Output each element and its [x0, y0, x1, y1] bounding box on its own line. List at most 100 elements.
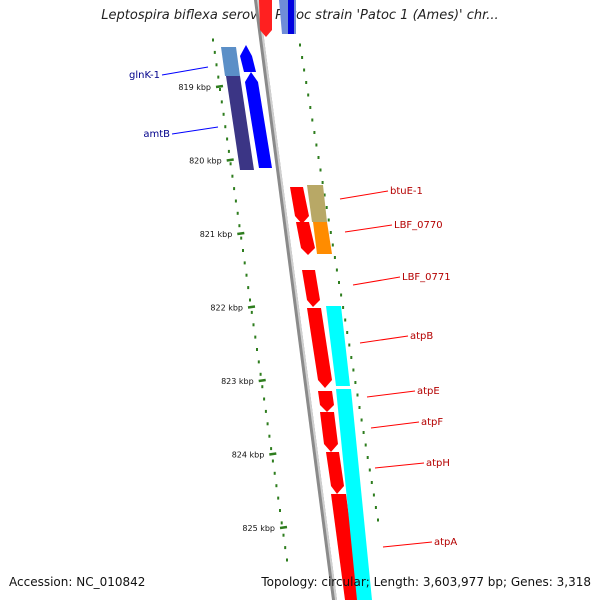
ruler-dot-inner	[286, 558, 288, 562]
ruler-dot-outer	[346, 331, 349, 334]
gene-label-atpH[interactable]: atpH	[426, 458, 450, 469]
gene-amtB-product[interactable]	[226, 76, 254, 170]
ruler-dot-inner	[263, 397, 266, 401]
leader-line-atpE	[366, 390, 416, 398]
gene-label-atpE[interactable]: atpE	[417, 386, 440, 397]
ruler-dot-outer	[309, 106, 312, 109]
ruler-dot-inner	[280, 521, 283, 525]
gene-label-LBF_0771[interactable]: LBF_0771	[402, 272, 451, 283]
ruler-dot-inner	[266, 422, 269, 426]
ruler-tick-822	[247, 305, 256, 309]
gene-LBF_0770-arrow[interactable]	[296, 222, 315, 255]
ruler-dot-outer	[327, 218, 330, 222]
gene-atpH-arrow[interactable]	[326, 452, 344, 494]
feature-top-blue-stripe	[288, 0, 294, 34]
ruler-dot-outer	[364, 443, 367, 447]
ruler-dot-outer	[329, 231, 332, 234]
ruler-dot-inner	[256, 348, 258, 351]
gene-label-btuE-1[interactable]: btuE-1	[390, 186, 423, 197]
ruler-dot-outer	[323, 193, 326, 197]
ruler-dot-outer	[338, 281, 340, 284]
ruler-dot-outer	[335, 268, 338, 272]
ruler-dot-inner	[271, 459, 274, 463]
gene-atp-products[interactable]	[336, 389, 372, 600]
ruler-dot-inner	[215, 63, 218, 67]
gene-atpF-arrow[interactable]	[320, 412, 338, 452]
ruler-tick-label-823: 823 kbp	[221, 377, 254, 386]
ruler-tick-label-821: 821 kbp	[200, 230, 233, 239]
ruler-dot-inner	[245, 273, 248, 277]
ruler-dot-inner	[234, 199, 237, 203]
ruler-dot-inner	[238, 224, 241, 228]
backbone-highlight	[257, 0, 337, 600]
ruler-dot-outer	[305, 81, 308, 84]
gene-labels: glnK-1 amtB btuE-1 LBF_0770 LBF_0771 atpB atpE…	[129, 66, 457, 548]
gene-glnK-1-arrow[interactable]	[240, 45, 256, 72]
gene-label-atpA[interactable]: atpA	[434, 537, 457, 548]
ruler-dot-inner	[220, 100, 223, 104]
ruler-dot-outer	[342, 306, 345, 309]
ruler-dot-outer	[356, 393, 359, 397]
ruler-dot-inner	[259, 372, 262, 376]
ruler-dot-inner	[231, 174, 234, 178]
ruler-dot-inner	[264, 409, 267, 413]
ruler-dot-inner	[227, 149, 230, 153]
ruler-dot-outer	[368, 468, 371, 472]
gene-atpB-product[interactable]	[326, 306, 350, 386]
gene-amtB-arrow[interactable]	[245, 72, 272, 168]
ruler-dot-outer	[313, 131, 316, 134]
gene-glnK-1-product[interactable]	[221, 47, 240, 76]
ruler-dot-inner	[254, 335, 257, 339]
ruler-dot-inner	[252, 323, 255, 327]
ruler-tick-label-824: 824 kbp	[232, 451, 265, 460]
ruler-dot-outer	[354, 381, 357, 384]
ruler-tick-label-819: 819 kbp	[178, 83, 211, 92]
ruler-dot-outer	[370, 481, 373, 484]
gene-atpB-arrow[interactable]	[307, 308, 332, 388]
ruler-tick-label-822: 822 kbp	[210, 304, 243, 313]
gene-LBF_0770-product[interactable]	[313, 222, 332, 254]
ruler-dot-outer	[301, 56, 304, 59]
ruler-tick-820	[226, 158, 234, 162]
gene-label-LBF_0770[interactable]: LBF_0770	[394, 220, 443, 231]
gene-label-atpB[interactable]: atpB	[410, 331, 433, 342]
ruler-dot-outer	[344, 318, 347, 322]
gene-label-glnK-1[interactable]: glnK-1	[129, 70, 160, 81]
ruler-dot-inner	[226, 137, 229, 141]
gene-label-amtB[interactable]: amtB	[143, 129, 170, 140]
ruler-dots	[212, 38, 379, 562]
ruler-dot-inner	[257, 360, 260, 364]
ruler-dot-inner	[242, 249, 244, 252]
ruler-dot-outer	[366, 456, 369, 459]
ruler-dot-inner	[243, 261, 246, 265]
gene-atpA-arrow[interactable]	[331, 494, 360, 600]
ruler-dot-inner	[284, 546, 287, 550]
map-title: Leptospira biflexa serovar Patoc strain …	[101, 8, 499, 23]
ruler-dot-outer	[340, 293, 343, 297]
ruler-dot-outer	[307, 93, 310, 97]
ruler-dot-outer	[362, 431, 365, 434]
leader-line-atpH	[374, 462, 425, 469]
gene-atpE-arrow[interactable]	[318, 391, 334, 412]
leader-line-atpB	[359, 335, 409, 344]
ruler-dot-inner	[247, 286, 250, 290]
feature-top-red[interactable]	[259, 0, 272, 37]
ruler-dot-outer	[331, 243, 334, 247]
ruler-dot-inner	[222, 112, 225, 116]
ruler-dot-outer	[360, 418, 363, 422]
gene-btuE-1-arrow[interactable]	[290, 187, 309, 224]
ruler-dot-inner	[279, 509, 281, 512]
ruler-dot-outer	[348, 343, 351, 347]
ruler-dot-outer	[299, 43, 301, 47]
leader-line-btuE-1	[339, 190, 389, 200]
ruler-dot-inner	[233, 187, 236, 191]
accession-text: Accession: NC_010842	[9, 575, 146, 589]
gene-btuE-1-product[interactable]	[307, 185, 327, 222]
ruler-tick-823	[258, 378, 266, 383]
ruler-dot-inner	[282, 533, 285, 537]
ruler-dot-outer	[315, 143, 318, 147]
ruler-dot-outer	[325, 206, 328, 209]
gene-LBF_0771-arrow[interactable]	[302, 270, 320, 307]
gene-label-atpF[interactable]: atpF	[421, 417, 443, 428]
